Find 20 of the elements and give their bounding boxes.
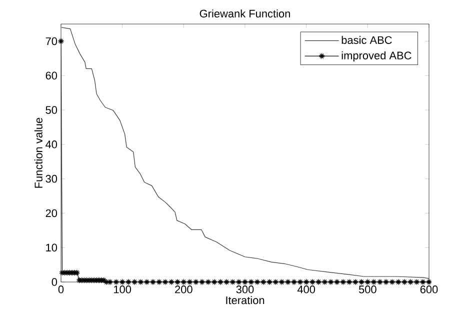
x-tick-label: 600 [420,286,438,294]
y-tick-label: 50 [46,106,58,114]
y-tick-label: 10 [46,244,58,252]
y-tick-label: 60 [46,72,58,80]
x-tick-label: 100 [114,286,132,294]
chart-title: Griewank Function [200,9,290,18]
x-tick-label: 500 [358,286,376,294]
x-tick-label: 0 [58,286,64,294]
y-tick-label: 20 [46,209,58,218]
legend-label: basic ABC [342,36,392,44]
x-axis-title: Iteration [226,296,264,304]
legend-label: improved ABC [342,51,412,62]
x-tick-label: 400 [297,286,316,294]
y-tick-label: 40 [46,140,58,148]
x-tick-label: 300 [236,286,254,294]
y-axis-title: Function value [34,118,42,188]
x-tick-label: 200 [175,286,192,294]
y-tick-label: 0 [52,278,58,286]
y-tick-label: 70 [46,37,58,46]
y-tick-label: 30 [46,174,58,183]
